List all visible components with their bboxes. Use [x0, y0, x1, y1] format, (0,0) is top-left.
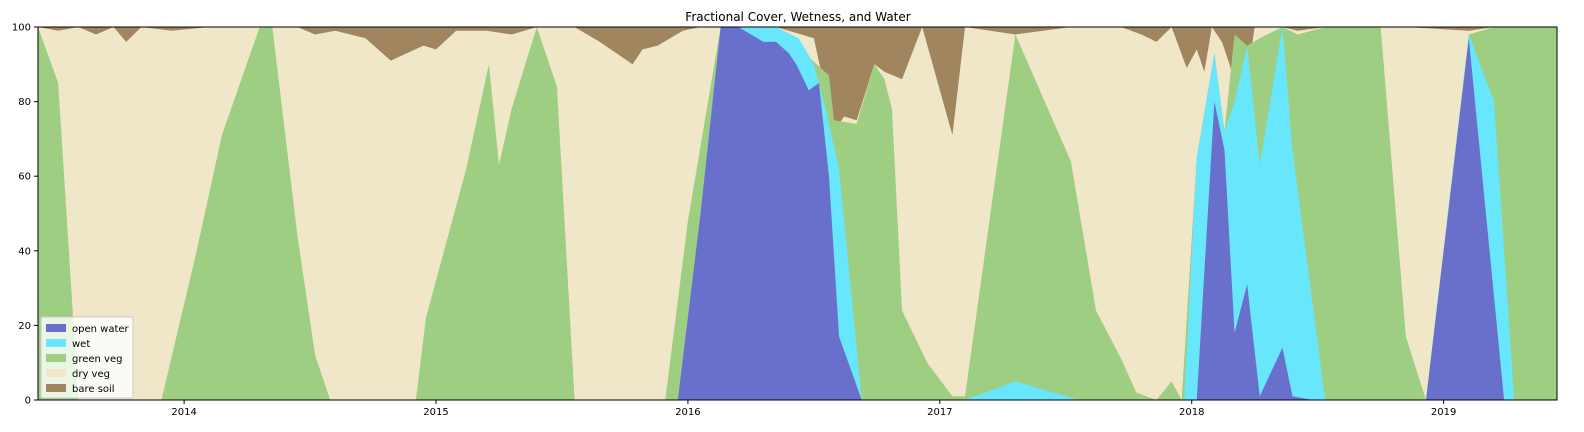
legend-swatch-bare-soil: [46, 384, 66, 392]
legend-swatch-open-water: [46, 324, 66, 332]
x-tick-label-2019: 2019: [1431, 407, 1456, 418]
axes: 2014 2015 2016 2017 2018 2019 0 20 40 60 80 100: [12, 23, 1558, 418]
axes-frame: [37, 26, 1558, 401]
legend-swatch-dry-veg: [46, 369, 66, 377]
area-open-water: [38, 27, 1557, 400]
legend-swatch-wet: [46, 339, 66, 347]
chart-title: Fractional Cover, Wetness, and Water: [685, 10, 910, 24]
y-tick-label-40: 40: [18, 246, 31, 257]
x-tick-label-2016: 2016: [675, 407, 700, 418]
y-tick-label-60: 60: [18, 172, 31, 183]
legend-label-open-water: open water: [72, 324, 130, 335]
legend-label-bare-soil: bare soil: [72, 384, 115, 395]
legend-label-wet: wet: [72, 339, 90, 350]
x-tick-label-2018: 2018: [1179, 407, 1204, 418]
legend: open water wet green veg dry veg bare soil: [40, 316, 134, 399]
legend-swatch-green-veg: [46, 354, 66, 362]
y-tick-label-20: 20: [18, 321, 31, 332]
y-tick-label-0: 0: [25, 396, 31, 407]
y-tick-label-80: 80: [18, 97, 31, 108]
y-tick-label-100: 100: [12, 23, 31, 34]
legend-label-green-veg: green veg: [72, 354, 122, 365]
legend-box: [40, 316, 134, 399]
x-tick-label-2017: 2017: [927, 407, 952, 418]
x-tick-label-2015: 2015: [423, 407, 448, 418]
plot-area: [38, 27, 1557, 400]
legend-label-dry-veg: dry veg: [72, 369, 110, 380]
x-tick-label-2014: 2014: [171, 407, 196, 418]
